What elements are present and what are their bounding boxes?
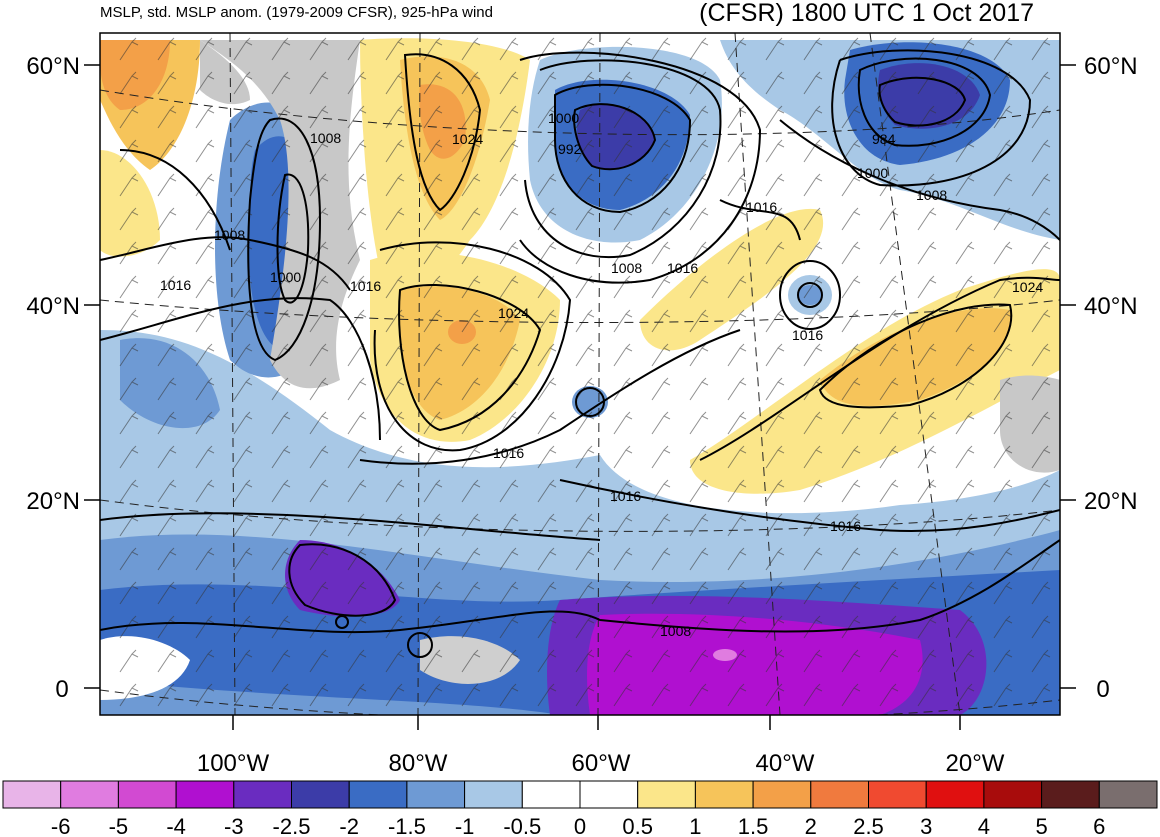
colorbar-swatch: [464, 780, 523, 809]
colorbar-label: 5: [1035, 814, 1047, 837]
figure-title-left: MSLP, std. MSLP anom. (1979-2009 CFSR), …: [100, 4, 493, 21]
isobar-label: 1016: [792, 327, 823, 343]
colorbar-swatch: [637, 780, 696, 809]
isobar-label: 1016: [350, 278, 381, 294]
isobar-label: 1000: [548, 110, 579, 126]
isobar-label: 1024: [452, 131, 483, 147]
lat-label: 60°N: [1084, 53, 1138, 80]
colorbar-swatch: [2, 780, 62, 809]
isobar-label: 1024: [498, 305, 529, 321]
colorbar-label: -4: [166, 814, 186, 837]
isobar-label: 1008: [660, 623, 691, 639]
colorbar-swatch: [579, 780, 639, 809]
colorbar-label: -1.5: [388, 814, 426, 837]
colorbar-label: 1: [689, 814, 701, 837]
colorbar-swatch: [348, 780, 408, 809]
isobar-label: 1008: [310, 130, 341, 146]
colorbar-label: -0.5: [503, 814, 541, 837]
longitude-labels: 100°W 80°W 60°W 40°W 20°W: [197, 750, 1005, 777]
colorbar-swatch: [925, 780, 985, 809]
lat-label: 20°N: [1084, 488, 1138, 515]
isobar-label: 1016: [746, 199, 777, 215]
colorbar-label: 0: [574, 814, 586, 837]
colorbar-swatch: [60, 780, 119, 809]
colorbar-swatch: [291, 780, 350, 809]
colorbar-swatch: [1041, 780, 1100, 809]
isobar-label: 1000: [857, 165, 888, 181]
colorbar-swatch: [983, 780, 1043, 809]
isobar-label: 1000: [270, 269, 301, 285]
isobar-label: 1024: [1012, 279, 1043, 295]
isobar-label: 1008: [214, 227, 245, 243]
isobar-labels: 1008 1008 1016 1000 1016 1024 1024 1000 …: [160, 110, 1043, 639]
isobars: [100, 49, 1060, 658]
lat-label: 60°N: [26, 53, 80, 80]
colorbar-label: -2: [339, 814, 359, 837]
colorbar-label: 4: [978, 814, 990, 837]
lat-label: 40°N: [1084, 293, 1138, 320]
map-frame: [99, 32, 1061, 716]
lon-label: 80°W: [389, 750, 448, 777]
lat-label: 40°N: [26, 293, 80, 320]
colorbar-swatch: [868, 780, 927, 809]
colorbar-swatch: [117, 780, 177, 809]
graticule: [100, 33, 1060, 715]
lat-label: 20°N: [26, 488, 80, 515]
colorbar-label: -5: [109, 814, 129, 837]
colorbar-swatch: [810, 780, 869, 809]
isobar-label: 1016: [667, 260, 698, 276]
lat-label: 0: [55, 676, 68, 703]
colorbar-swatch: [694, 780, 754, 809]
colorbar-swatch: [1098, 780, 1158, 809]
isobar-label: 1016: [830, 518, 861, 534]
colorbar-label: 2: [805, 814, 817, 837]
lat-label: 0: [1096, 676, 1109, 703]
colorbar-label: -3: [224, 814, 244, 837]
colorbar-label: -6: [51, 814, 71, 837]
isobar-label: 1016: [493, 445, 524, 461]
colorbar-swatch: [175, 780, 235, 809]
colorbar-swatch: [752, 780, 812, 809]
colorbar: -6 -5 -4 -3 -2.5 -2 -1.5 -1 -0.5 0 0.5 1 1.5 2 2.5 3 4 5 6: [2, 780, 1158, 837]
lon-label: 20°W: [946, 750, 1005, 777]
colorbar-label: -2.5: [273, 814, 311, 837]
latitude-labels: 60°N 60°N 40°N 40°N 20°N 20°N 0 0: [26, 53, 1137, 703]
colorbar-label: 0.5: [622, 814, 653, 837]
isobar-label: 1008: [611, 260, 642, 276]
colorbar-swatch: [406, 780, 466, 809]
isobar-label: 1016: [610, 488, 641, 504]
colorbar-swatch: [233, 780, 293, 809]
isobar-label: 1016: [160, 277, 191, 293]
colorbar-label: 6: [1093, 814, 1105, 837]
isobar-label: 992: [558, 141, 582, 157]
axis-ticks: [84, 64, 1076, 730]
lon-label: 40°W: [756, 750, 815, 777]
figure-title-right: (CFSR) 1800 UTC 1 Oct 2017: [699, 0, 1034, 27]
colorbar-label: 2.5: [853, 814, 884, 837]
colorbar-label: -1: [455, 814, 475, 837]
colorbar-swatch: [521, 780, 581, 809]
colorbar-label: 1.5: [738, 814, 769, 837]
isobar-label: 984: [872, 131, 896, 147]
isobar-label: 1008: [916, 187, 947, 203]
lon-label: 100°W: [197, 750, 270, 777]
colorbar-label: 3: [920, 814, 932, 837]
lon-label: 60°W: [572, 750, 631, 777]
